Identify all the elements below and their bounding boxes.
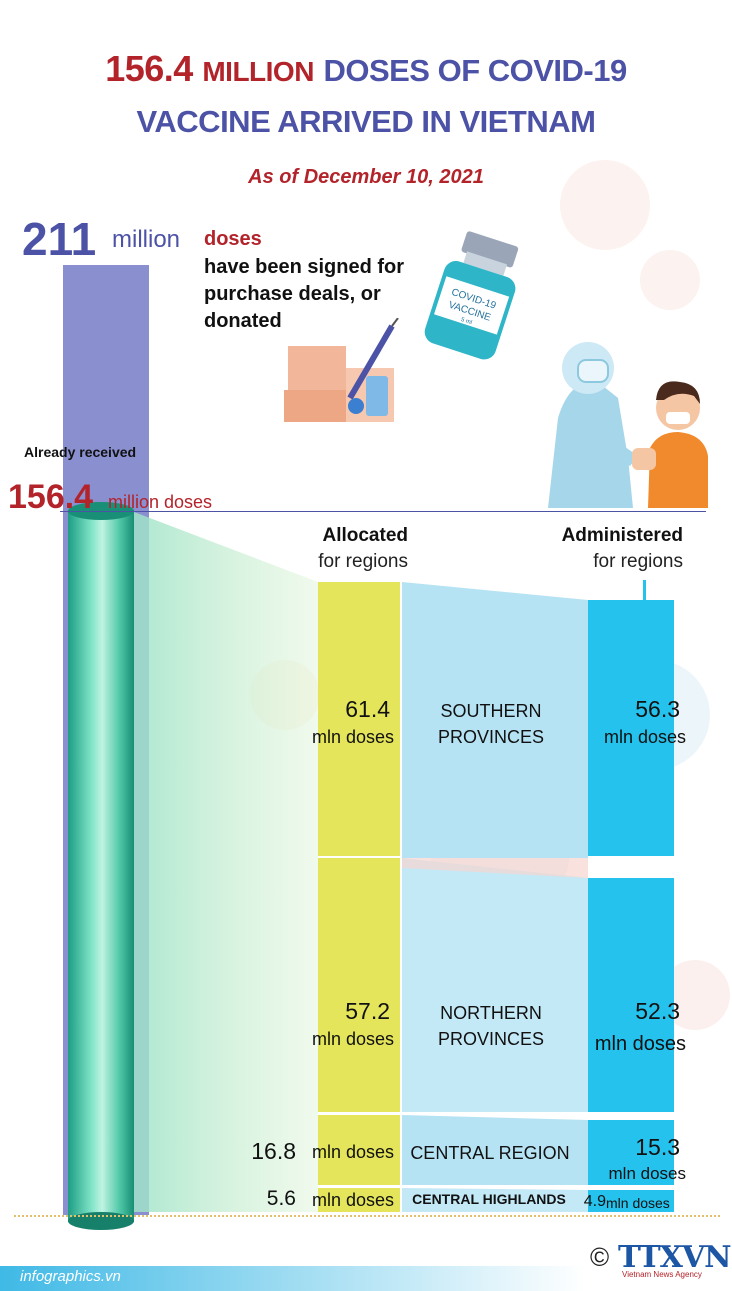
allocated-bar-central (318, 1115, 400, 1185)
footer-site: infographics.vn (20, 1268, 121, 1285)
administered-value-southern: 56.3 (635, 696, 680, 722)
title-million: MILLION (202, 56, 314, 87)
allocated-value-central: 16.8 (251, 1138, 296, 1164)
page-title-line2: VACCINE ARRIVED IN VIETNAM (136, 104, 596, 139)
allocated-value-highlands: 5.6 (266, 1187, 296, 1210)
vial-label-ml: 5 ml (460, 317, 473, 326)
vaccine-vial-icon: COVID-19 VACCINE 5 ml (424, 231, 519, 360)
administered-bar-southern (588, 600, 674, 856)
decor-circle (640, 250, 700, 310)
allocated-bar-northern (318, 858, 400, 1112)
allocated-subheader: for regions (318, 551, 408, 572)
received-label: Already received (24, 444, 137, 460)
allocated-bar-southern (318, 582, 400, 856)
received-divider (60, 511, 706, 512)
received-unit: million doses (108, 492, 213, 512)
agency-logo: TTXVN (618, 1240, 732, 1275)
administered-value-highlands: 4.9 (583, 1193, 606, 1210)
title-number: 156.4 (105, 48, 193, 89)
region-label-southern: SOUTHERN PROVINCES (437, 701, 545, 747)
allocated-unit-northern: mln doses (311, 1029, 394, 1049)
signed-description: have been signed for purchase deals, or … (204, 256, 405, 332)
footer-band (0, 1266, 732, 1291)
vaccination-illustration (548, 342, 708, 508)
boxes-syringe-illustration (284, 318, 399, 422)
administered-unit-southern: mln doses (603, 727, 686, 747)
region-label-northern: NORTHERN PROVINCES (437, 1003, 545, 1049)
allocated-header: Allocated (322, 525, 408, 546)
region-label-central: CENTRAL REGION (410, 1143, 570, 1163)
date-subtitle: As of December 10, 2021 (248, 166, 484, 188)
administered-bar-highlands (588, 1190, 674, 1212)
administered-bar-central (588, 1120, 674, 1185)
baseline-dotted (14, 1215, 720, 1217)
received-cylinder (68, 510, 134, 1222)
administered-header: Administered (561, 525, 683, 546)
administered-value-northern: 52.3 (635, 998, 680, 1024)
decor-circle (560, 160, 650, 250)
administered-bar-northern (588, 878, 674, 1112)
allocated-value-southern: 61.4 (345, 696, 390, 722)
signed-number: 211 (22, 213, 97, 265)
administered-unit-highlands: mln doses (606, 1195, 670, 1211)
allocated-unit-southern: mln doses (311, 727, 394, 747)
administered-value-central: 15.3 (635, 1134, 680, 1160)
administered-subheader: for regions (593, 551, 683, 572)
allocated-value-northern: 57.2 (345, 998, 390, 1024)
copyright-icon: © (590, 1242, 610, 1272)
administered-unit-northern: mln doses (594, 1033, 686, 1055)
signed-unit: million (112, 226, 181, 253)
page-title: 156.4 MILLION DOSES OF COVID-19 (0, 48, 732, 90)
allocated-unit-central: mln doses (311, 1142, 394, 1162)
allocated-unit-highlands: mln doses (311, 1190, 394, 1210)
allocated-bar-highlands (318, 1188, 400, 1212)
received-number: 156.4 (8, 478, 94, 516)
title-rest: DOSES OF COVID-19 (323, 53, 627, 88)
signed-doses: doses (204, 228, 262, 250)
region-label-highlands: CENTRAL HIGHLANDS (412, 1191, 566, 1207)
administered-unit-central: mln doses (608, 1164, 686, 1183)
agency-name: Vietnam News Agency (622, 1270, 702, 1279)
